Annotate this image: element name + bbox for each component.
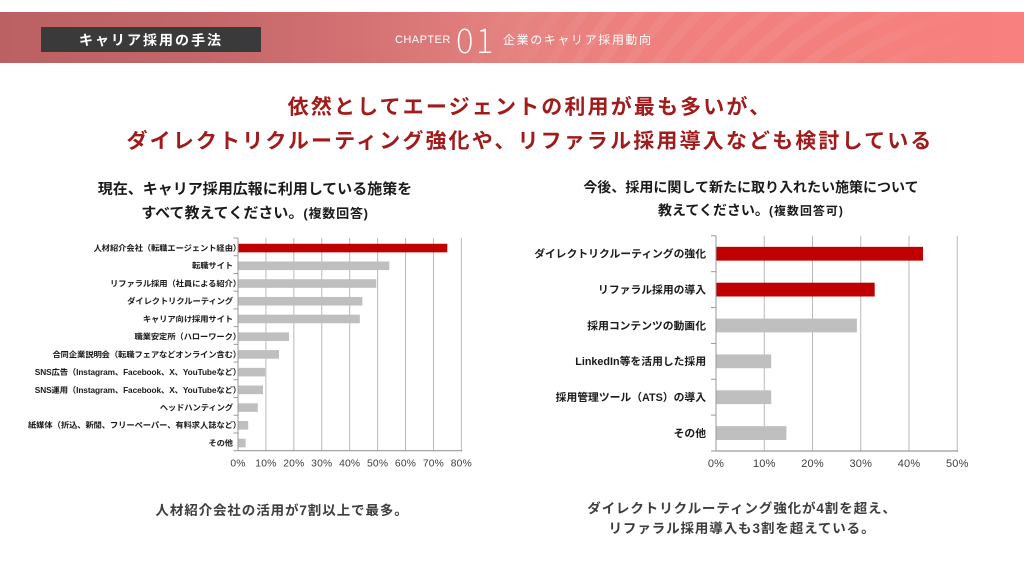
svg-text:LinkedIn等を活用した採用: LinkedIn等を活用した採用 [575, 355, 706, 368]
svg-text:50%: 50% [946, 458, 969, 470]
svg-text:ダイレクトリクルーティング: ダイレクトリクルーティング [127, 296, 234, 306]
svg-text:紙媒体（折込、新聞、フリーペーパー、有料求人誌など）: 紙媒体（折込、新聞、フリーペーパー、有料求人誌など） [27, 420, 241, 430]
svg-text:SNS運用（Instagram、Facebook、X、You: SNS運用（Instagram、Facebook、X、YouTubeなど） [35, 385, 241, 395]
svg-text:10%: 10% [255, 459, 276, 470]
svg-text:ヘッドハンティング: ヘッドハンティング [160, 402, 234, 412]
svg-text:40%: 40% [898, 458, 921, 470]
svg-text:30%: 30% [849, 458, 872, 470]
svg-text:60%: 60% [395, 459, 416, 470]
svg-text:職業安定所（ハローワーク）: 職業安定所（ハローワーク） [134, 332, 241, 342]
svg-text:転職サイト: 転職サイト [192, 261, 233, 271]
svg-text:その他: その他 [674, 428, 707, 440]
svg-text:0%: 0% [708, 458, 724, 470]
svg-text:リファラル採用（社員による紹介）: リファラル採用（社員による紹介） [110, 278, 241, 288]
svg-text:キャリア向け採用サイト: キャリア向け採用サイト [143, 314, 233, 324]
svg-text:30%: 30% [311, 459, 332, 470]
svg-text:採用管理ツール（ATS）の導入: 採用管理ツール（ATS）の導入 [556, 391, 707, 404]
svg-text:10%: 10% [753, 458, 776, 470]
svg-text:ダイレクトリクルーティングの強化: ダイレクトリクルーティングの強化 [534, 248, 706, 261]
svg-text:0%: 0% [230, 459, 245, 470]
svg-text:リファラル採用の導入: リファラル採用の導入 [598, 283, 706, 296]
svg-text:80%: 80% [451, 459, 472, 470]
svg-text:20%: 20% [801, 458, 824, 470]
svg-text:50%: 50% [367, 459, 388, 470]
svg-text:合同企業説明会（転職フェアなどオンライン含む）: 合同企業説明会（転職フェアなどオンライン含む） [52, 349, 241, 359]
svg-text:SNS広告（Instagram、Facebook、X、You: SNS広告（Instagram、Facebook、X、YouTubeなど） [35, 367, 241, 377]
svg-text:20%: 20% [283, 459, 304, 470]
svg-text:70%: 70% [423, 459, 444, 470]
svg-text:採用コンテンツの動画化: 採用コンテンツの動画化 [587, 319, 706, 332]
svg-text:人材紹介会社（転職エージェント経由）: 人材紹介会社（転職エージェント経由） [94, 243, 241, 253]
svg-text:40%: 40% [339, 459, 360, 470]
svg-text:その他: その他 [208, 438, 233, 448]
